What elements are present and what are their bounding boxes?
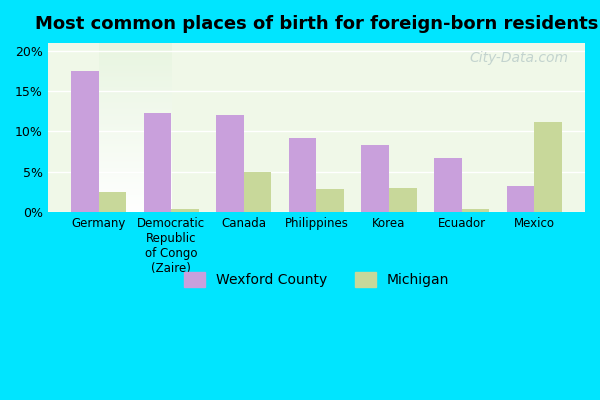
Title: Most common places of birth for foreign-born residents: Most common places of birth for foreign-… (35, 15, 598, 33)
Bar (389, 188, 416, 212)
Bar (534, 122, 562, 212)
Bar (289, 138, 316, 212)
Bar (461, 209, 489, 212)
Bar (244, 172, 271, 212)
Bar (316, 189, 344, 212)
Bar (506, 186, 534, 212)
Bar (434, 158, 461, 212)
Bar (171, 208, 199, 212)
Bar (216, 115, 244, 212)
Bar (143, 113, 171, 212)
Text: City-Data.com: City-Data.com (470, 51, 569, 65)
Bar (361, 145, 389, 212)
Bar (98, 192, 126, 212)
Legend: Wexford County, Michigan: Wexford County, Michigan (178, 267, 455, 293)
Bar (71, 71, 98, 212)
